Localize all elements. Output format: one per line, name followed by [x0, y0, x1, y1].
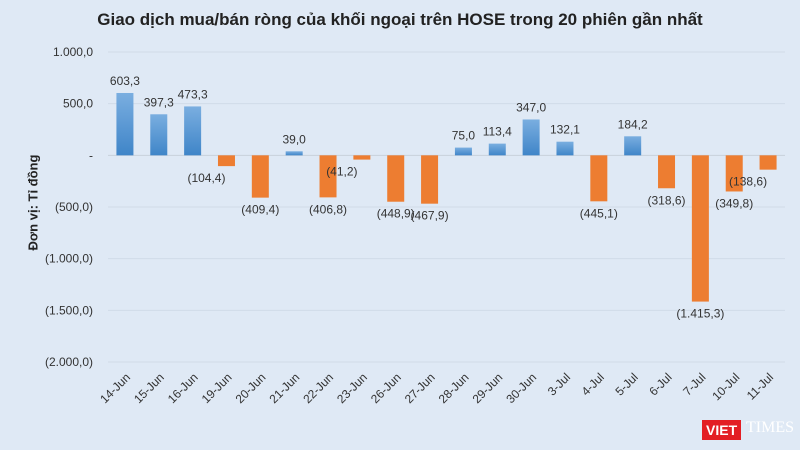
- bar: [725, 155, 743, 192]
- x-tick-label: 11-Jul: [744, 370, 776, 402]
- x-tick-label: 3-Jul: [545, 370, 573, 398]
- x-tick-label: 16-Jun: [165, 370, 201, 406]
- bar: [624, 136, 642, 156]
- data-label: (406,8): [309, 202, 347, 216]
- x-tick-label: 30-Jun: [503, 370, 539, 406]
- viettimes-logo: VIET TIMES: [702, 415, 794, 443]
- bar: [150, 114, 168, 156]
- bar: [590, 155, 608, 202]
- data-label: (138,6): [729, 175, 767, 189]
- bar: [658, 155, 676, 189]
- bar: [116, 92, 134, 156]
- bar: [488, 143, 506, 156]
- bar: [421, 155, 439, 204]
- x-tick-label: 23-Jun: [334, 370, 370, 406]
- data-label: (41,2): [326, 165, 357, 179]
- data-label: 132,1: [550, 123, 580, 137]
- data-label: (318,6): [648, 193, 686, 207]
- bar: [387, 155, 405, 202]
- data-label: 184,2: [618, 117, 648, 131]
- y-tick-label: (1.000,0): [45, 252, 93, 266]
- chart-title: Giao dịch mua/bán ròng của khối ngoại tr…: [97, 10, 703, 29]
- bar: [454, 147, 472, 156]
- data-label: 473,3: [178, 87, 208, 101]
- x-tick-label: 10-Jul: [709, 370, 742, 403]
- x-tick-label: 4-Jul: [579, 370, 607, 398]
- y-tick-label: 1.000,0: [53, 45, 93, 59]
- data-label: 347,0: [516, 100, 546, 114]
- bar: [319, 155, 337, 198]
- x-tick-label: 27-Jun: [402, 370, 438, 406]
- y-tick-label: (1.500,0): [45, 303, 93, 317]
- bar: [217, 155, 235, 167]
- x-tick-label: 29-Jun: [470, 370, 506, 406]
- y-tick-label: (500,0): [55, 200, 93, 214]
- x-tick-label: 20-Jun: [233, 370, 269, 406]
- x-tick-label: 21-Jun: [266, 370, 302, 406]
- bar: [759, 155, 777, 170]
- x-tick-label: 14-Jun: [97, 370, 133, 406]
- x-tick-label: 7-Jul: [680, 370, 708, 398]
- bar: [522, 119, 540, 156]
- y-tick-label: (2.000,0): [45, 355, 93, 369]
- bar: [184, 106, 202, 156]
- data-label: 603,3: [110, 74, 140, 88]
- bar: [556, 141, 574, 156]
- data-label: 39,0: [282, 132, 306, 146]
- data-label: (445,1): [580, 206, 618, 220]
- x-tick-label: 19-Jun: [199, 370, 235, 406]
- logo-viet: VIET: [702, 420, 742, 440]
- data-label: (1.415,3): [676, 307, 724, 321]
- x-tick-label: 6-Jul: [646, 370, 674, 398]
- y-tick-label: 500,0: [63, 97, 93, 111]
- x-tick-label: 26-Jun: [368, 370, 404, 406]
- bar: [251, 155, 269, 198]
- y-tick-label: -: [89, 148, 93, 162]
- bar: [691, 155, 709, 302]
- x-tick-label: 22-Jun: [300, 370, 336, 406]
- data-label: (104,4): [187, 171, 225, 185]
- x-tick-label: 5-Jul: [613, 370, 641, 398]
- x-tick-label: 28-Jun: [436, 370, 472, 406]
- data-label: 113,4: [483, 125, 512, 139]
- data-label: 397,3: [144, 95, 174, 109]
- data-label: (409,4): [241, 203, 279, 217]
- logo-times: TIMES: [746, 419, 794, 436]
- data-label: (448,9): [377, 207, 415, 221]
- data-label: (349,8): [715, 196, 753, 210]
- x-tick-label: 15-Jun: [131, 370, 167, 406]
- bar: [285, 151, 303, 156]
- data-label: 75,0: [452, 129, 476, 143]
- bar: [353, 155, 371, 160]
- data-label: (467,9): [411, 209, 449, 223]
